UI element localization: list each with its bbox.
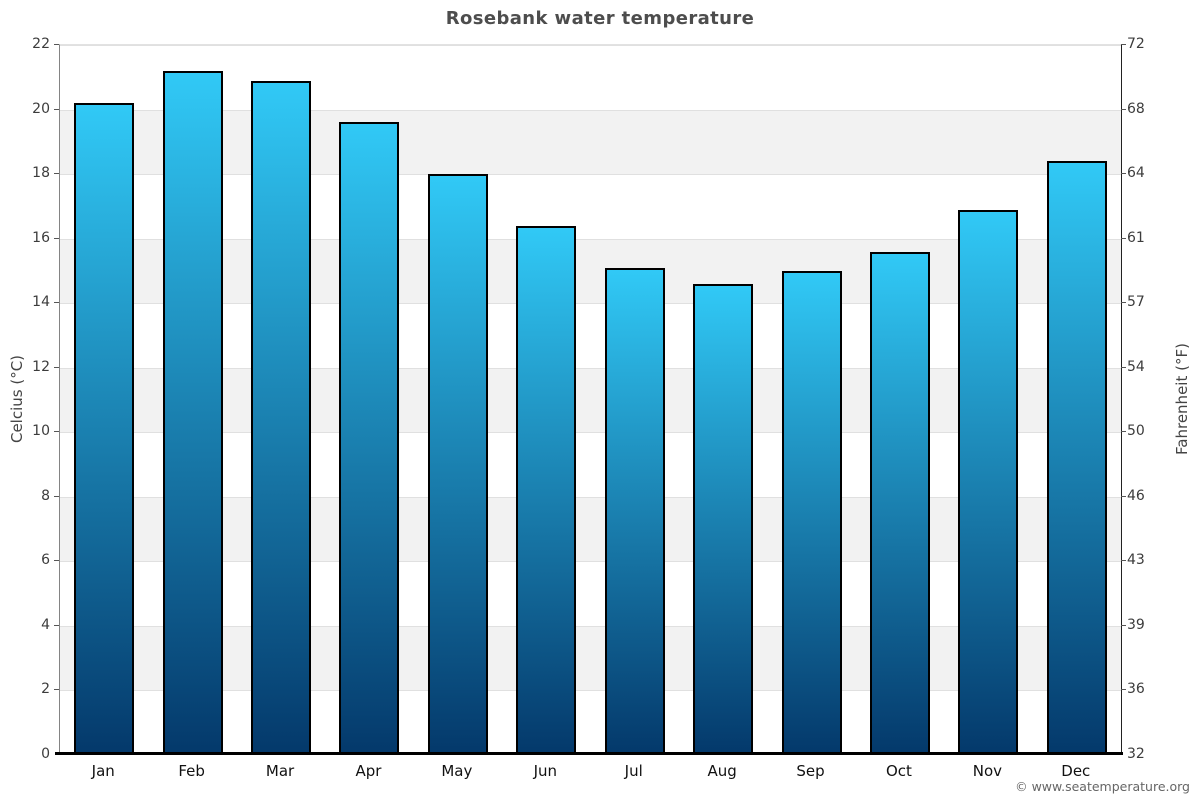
background-band-10 <box>60 432 1121 497</box>
bar-sep <box>781 270 842 755</box>
tick-mark-left-8 <box>54 495 59 497</box>
celsius-tick-18: 18 <box>32 165 50 182</box>
gridline-12 <box>60 367 1121 369</box>
bar-may <box>427 174 488 755</box>
tick-mark-right-54 <box>1121 366 1126 368</box>
fahrenheit-tick-61: 61 <box>1127 229 1145 246</box>
month-label-jul: Jul <box>624 762 643 780</box>
celsius-tick-4: 4 <box>41 616 50 633</box>
bar-apr <box>339 122 400 755</box>
gridline-2 <box>60 690 1121 692</box>
plot-area <box>59 44 1122 755</box>
fahrenheit-tick-54: 54 <box>1127 358 1145 375</box>
tick-mark-right-68 <box>1121 108 1126 110</box>
tick-mark-left-10 <box>54 431 59 433</box>
celsius-tick-22: 22 <box>32 36 50 52</box>
bar-dec <box>1046 161 1107 755</box>
month-label-may: May <box>441 762 473 780</box>
celsius-tick-0: 0 <box>41 746 50 762</box>
month-label-feb: Feb <box>178 762 205 780</box>
bar-jan <box>74 103 135 755</box>
fahrenheit-tick-43: 43 <box>1127 552 1145 569</box>
copyright-credit: © www.seatemperature.org <box>1015 779 1190 794</box>
month-label-jan: Jan <box>91 762 115 780</box>
bar-aug <box>693 283 754 755</box>
chart-title: Rosebank water temperature <box>445 8 755 29</box>
background-band-4 <box>60 625 1121 691</box>
fahrenheit-tick-39: 39 <box>1127 616 1145 633</box>
tick-mark-left-4 <box>54 624 59 626</box>
background-band-14 <box>60 303 1121 368</box>
tick-mark-right-36 <box>1121 689 1126 691</box>
background-band-6 <box>60 561 1121 626</box>
gridline-8 <box>60 496 1121 498</box>
bar-nov <box>958 209 1019 755</box>
celsius-tick-10: 10 <box>32 423 50 440</box>
gridline-16 <box>60 238 1121 240</box>
background-band-2 <box>60 690 1121 755</box>
tick-mark-right-72 <box>1121 44 1126 45</box>
tick-mark-left-16 <box>54 237 59 239</box>
gridline-4 <box>60 625 1121 627</box>
celsius-tick-12: 12 <box>32 358 50 375</box>
gridline-6 <box>60 561 1121 563</box>
bar-oct <box>869 251 930 755</box>
background-band-8 <box>60 496 1121 562</box>
tick-mark-left-6 <box>54 560 59 562</box>
tick-mark-left-14 <box>54 302 59 304</box>
gridline-22 <box>60 45 1121 46</box>
month-label-apr: Apr <box>355 762 382 780</box>
celsius-tick-20: 20 <box>32 100 50 117</box>
x-axis-baseline <box>55 752 1123 755</box>
celsius-tick-14: 14 <box>32 294 50 311</box>
fahrenheit-tick-72: 72 <box>1127 36 1145 52</box>
tick-mark-right-43 <box>1121 560 1126 562</box>
background-band-18 <box>60 174 1121 239</box>
gridline-18 <box>60 174 1121 176</box>
background-band-12 <box>60 367 1121 433</box>
fahrenheit-tick-46: 46 <box>1127 487 1145 504</box>
month-label-dec: Dec <box>1061 762 1091 780</box>
month-label-sep: Sep <box>796 762 825 780</box>
gridline-14 <box>60 303 1121 305</box>
fahrenheit-tick-57: 57 <box>1127 294 1145 311</box>
gridline-20 <box>60 109 1121 111</box>
fahrenheit-tick-68: 68 <box>1127 100 1145 117</box>
bar-jul <box>604 267 665 755</box>
bar-feb <box>162 70 223 755</box>
bar-mar <box>251 80 312 755</box>
tick-mark-left-20 <box>54 108 59 110</box>
tick-mark-right-61 <box>1121 237 1126 239</box>
tick-mark-left-12 <box>54 366 59 368</box>
celsius-tick-16: 16 <box>32 229 50 246</box>
month-label-aug: Aug <box>707 762 737 780</box>
fahrenheit-tick-36: 36 <box>1127 681 1145 698</box>
tick-mark-right-64 <box>1121 173 1126 175</box>
month-label-oct: Oct <box>885 762 912 780</box>
tick-mark-right-57 <box>1121 302 1126 304</box>
tick-mark-left-18 <box>54 173 59 175</box>
background-band-22 <box>60 45 1121 110</box>
month-label-mar: Mar <box>265 762 295 780</box>
month-label-jun: Jun <box>533 762 557 780</box>
tick-mark-right-50 <box>1121 431 1126 433</box>
tick-mark-left-22 <box>54 44 59 45</box>
bar-jun <box>516 225 577 755</box>
celsius-tick-8: 8 <box>41 487 50 504</box>
background-band-16 <box>60 238 1121 304</box>
month-label-nov: Nov <box>972 762 1003 780</box>
fahrenheit-tick-64: 64 <box>1127 165 1145 182</box>
tick-mark-right-39 <box>1121 624 1126 626</box>
celsius-tick-6: 6 <box>41 552 50 569</box>
celsius-tick-2: 2 <box>41 681 50 698</box>
tick-mark-left-2 <box>54 689 59 691</box>
fahrenheit-tick-50: 50 <box>1127 423 1145 440</box>
gridline-10 <box>60 432 1121 434</box>
fahrenheit-tick-32: 32 <box>1127 746 1145 762</box>
background-band-20 <box>60 109 1121 175</box>
tick-mark-right-46 <box>1121 495 1126 497</box>
